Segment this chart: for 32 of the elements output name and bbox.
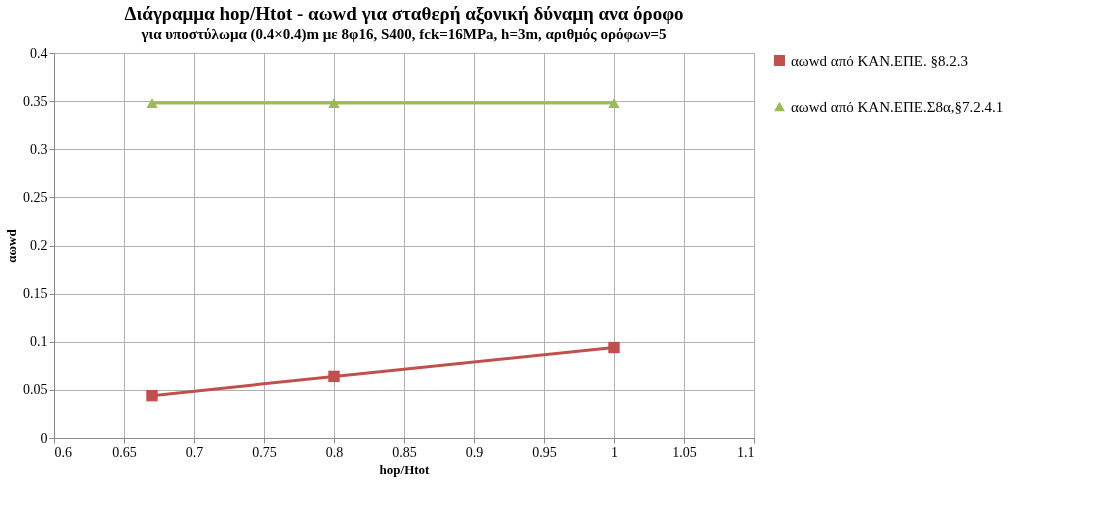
x-axis-title: hop/Htot (379, 461, 431, 477)
x-tick-label: 0.6 (54, 444, 72, 460)
y-tick-label: 0.4 (30, 45, 48, 61)
legend-label: αωwd από ΚΑΝ.ΕΠΕ. §8.2.3 (791, 52, 968, 69)
chart-subtitle: για υποστύλωμα (0.4×0.4)m με 8φ16, S400, fck=16MPa, h=3m, αριθμός ορόφων=5 (140, 26, 667, 43)
x-tick-label: 0.65 (112, 444, 137, 460)
point (608, 341, 620, 354)
y-tick-label: 0.25 (23, 189, 48, 205)
chart-title: Διάγραμμα hop/Htot - αωwd για σταθερή αξονική δύναμη ανα όροφο (124, 3, 684, 25)
legend-label: αωwd από ΚΑΝ.ΕΠΕ.Σ8α,§7.2.4.1 (791, 98, 1004, 115)
x-tick-label: 1 (611, 444, 618, 460)
y-tick-label: 0.2 (30, 238, 48, 253)
x-tick-label: 1.05 (672, 444, 697, 460)
y-tick-label: 0.05 (23, 382, 48, 398)
x-tick-label: 0.9 (465, 444, 484, 460)
point (608, 98, 620, 108)
x-tick-label: 0.95 (532, 444, 557, 460)
y-tick-label: 0.1 (30, 334, 48, 350)
y-tick-label: 0.35 (23, 93, 48, 109)
point (146, 98, 158, 108)
y-tick-label: 0 (40, 430, 48, 446)
x-tick-label: 0.8 (325, 444, 344, 460)
y-tick-label: 0.15 (23, 286, 48, 302)
x-tick-label: 0.75 (252, 444, 277, 460)
y-axis-title: αωwd (4, 228, 19, 263)
point (328, 370, 340, 383)
point (328, 98, 340, 108)
point (146, 389, 158, 402)
x-tick-label: 0.85 (392, 444, 417, 460)
x-tick-label: 1.1 (737, 444, 755, 460)
x-tick-label: 0.7 (185, 444, 204, 460)
y-tick-label: 0.3 (30, 141, 48, 157)
